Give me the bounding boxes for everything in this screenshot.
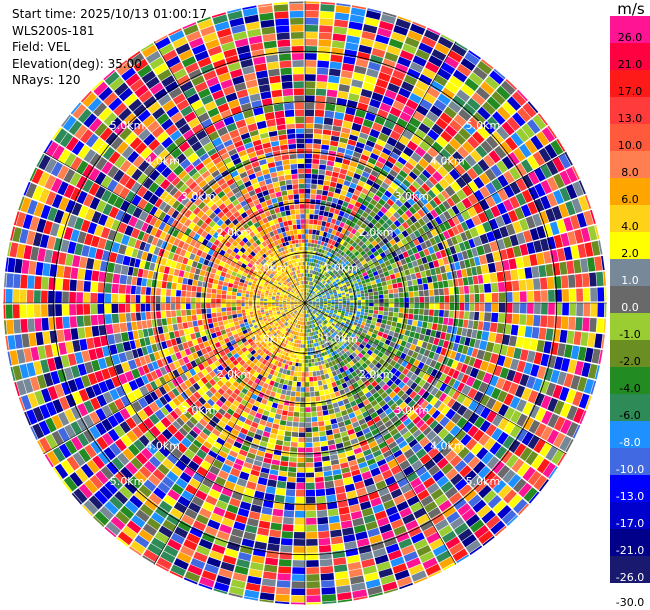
colorbar-tick-label: 6.0: [621, 193, 639, 206]
range-label: 3.0km: [181, 404, 216, 417]
colorbar-tick-label: -21.0: [616, 544, 644, 557]
colorbar-tick-label: -1.0: [619, 328, 640, 341]
range-label: 5.0km: [466, 119, 501, 132]
colorbar-tick-label: 1.0: [621, 274, 639, 287]
colorbar-tick-label: -26.0: [616, 571, 644, 584]
colorbar-tick-label: -6.0: [619, 409, 640, 422]
colorbar-segment: [610, 421, 650, 448]
colorbar-segment: [610, 205, 650, 232]
field-text: Field: VEL: [12, 40, 71, 54]
colorbar-segment: [610, 259, 650, 286]
range-label: 1.0km: [323, 333, 358, 346]
azimuth-spoke: [153, 302, 306, 565]
range-label: 1.0km: [252, 261, 287, 274]
ppi-plot: 1.0km 1.0km 1.0km 1.0km 2.0km 2.0km 2.0km 2.0km…: [3, 1, 607, 605]
range-label: 2.0km: [217, 226, 252, 239]
colorbar-segment: [610, 313, 650, 340]
colorbar-tick-label: -13.0: [616, 490, 644, 503]
colorbar-unit: m/s: [617, 0, 645, 18]
colorbar-tick-label: -8.0: [619, 436, 640, 449]
range-label: 1.0km: [252, 333, 287, 346]
velocity-cell-group: [4, 4, 601, 603]
colorbar-tick-label: 0.0: [621, 301, 639, 314]
velocity-cells: [3, 1, 607, 605]
velocity-cell-group: [7, 17, 591, 605]
colorbar-segment: [610, 448, 650, 475]
azimuth-spoke: [304, 151, 567, 304]
range-label: 4.0km: [145, 155, 180, 168]
colorbar-segment: [610, 124, 650, 151]
colorbar-segment: [610, 394, 650, 421]
colorbar-tick-label: 26.0: [618, 31, 643, 44]
range-label: 3.0km: [181, 190, 216, 203]
colorbar-segment: [610, 475, 650, 502]
colorbar-segment: [610, 367, 650, 394]
start-time-text: Start time: 2025/10/13 01:00:17: [12, 7, 207, 21]
azimuth-spoke: [304, 302, 457, 565]
velocity-cell-group: [7, 26, 607, 596]
colorbar-segment: [610, 502, 650, 529]
colorbar-segment: [610, 151, 650, 178]
colorbar-tick-label: -17.0: [616, 517, 644, 530]
azimuth-spoke: [43, 302, 306, 455]
azimuth-spoke: [153, 41, 306, 304]
range-labels: 1.0km 1.0km 1.0km 1.0km 2.0km 2.0km 2.0km 2.0km…: [110, 119, 501, 488]
colorbar-tick-label: 13.0: [618, 112, 643, 125]
range-label: 4.0km: [430, 155, 465, 168]
instrument-text: WLS200s-181: [12, 23, 95, 38]
colorbar-tick-label: -4.0: [619, 382, 640, 395]
colorbar-tick-label: 10.0: [618, 139, 643, 152]
colorbar-segment: [610, 232, 650, 259]
colorbar-segment: [610, 178, 650, 205]
elevation-text: Elevation(deg): 35.00: [12, 56, 142, 71]
colorbar-tick-label: -2.0: [619, 355, 640, 368]
colorbar-segment: [610, 340, 650, 367]
range-label: 1.0km: [323, 261, 358, 274]
colorbar-tick-label: -30.0: [616, 596, 644, 609]
colorbar-tick-label: 8.0: [621, 166, 639, 179]
velocity-cell-group: [5, 5, 605, 593]
colorbar: 26.0 21.0 17.0 13.0 10.0 8.0 6.0 4.0 2.0 1.0 0.0 -1…: [610, 16, 650, 609]
colorbar-segment: [610, 16, 650, 43]
colorbar-tick-label: 21.0: [618, 58, 643, 71]
range-label: 2.0km: [217, 368, 252, 381]
azimuth-spoke: [304, 302, 567, 455]
range-label: 5.0km: [110, 119, 145, 132]
nrays-text: NRays: 120: [12, 73, 81, 87]
colorbar-tick-label: 4.0: [621, 220, 639, 233]
colorbar-segment: [610, 97, 650, 124]
range-label: 5.0km: [466, 475, 501, 488]
range-label: 2.0km: [359, 368, 394, 381]
velocity-cell-group: [5, 7, 600, 601]
azimuth-spokes: [3, 1, 607, 605]
range-label: 2.0km: [359, 226, 394, 239]
range-label: 5.0km: [110, 475, 145, 488]
velocity-cell-group: [23, 3, 605, 595]
velocity-cell-group: [10, 4, 604, 604]
colorbar-segment: [610, 43, 650, 70]
colorbar-tick-label: 2.0: [621, 247, 639, 260]
colorbar-segment: [610, 556, 650, 583]
azimuth-spoke: [43, 151, 306, 304]
range-label: 4.0km: [430, 439, 465, 452]
azimuth-spoke: [304, 41, 457, 304]
colorbar-tick-label: -10.0: [616, 463, 644, 476]
colorbar-tick-label: 17.0: [618, 85, 643, 98]
range-label: 4.0km: [145, 439, 180, 452]
colorbar-segment: [610, 529, 650, 556]
colorbar-segment: [610, 286, 650, 313]
range-label: 3.0km: [394, 190, 429, 203]
scan-info: Start time: 2025/10/13 01:00:17 WLS200s-…: [12, 6, 207, 89]
range-label: 3.0km: [394, 404, 429, 417]
colorbar-segment: [610, 70, 650, 97]
